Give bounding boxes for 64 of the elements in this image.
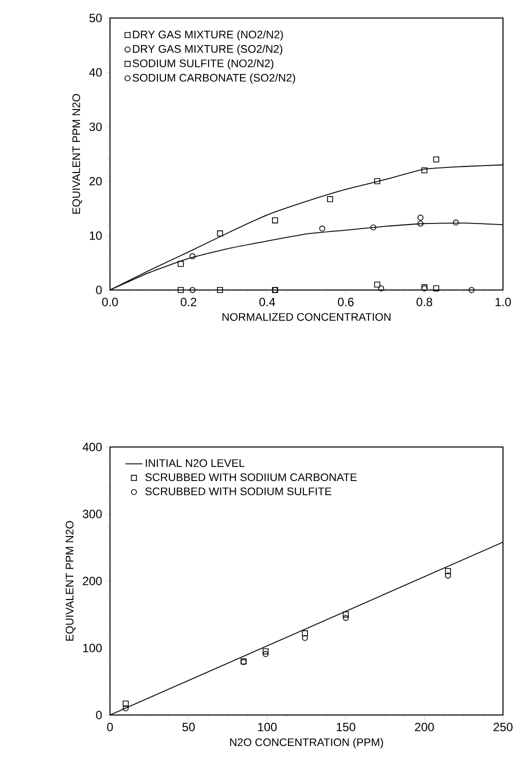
point xyxy=(272,217,278,224)
point xyxy=(326,196,333,202)
y-tick-label: 30 xyxy=(89,122,102,132)
x-tick-label: 0.8 xyxy=(416,298,432,306)
point xyxy=(302,634,308,641)
point xyxy=(189,287,196,293)
x-tick-label: 0.4 xyxy=(259,298,276,306)
y-tick-label: 0 xyxy=(96,710,102,720)
y-tick-label: 100 xyxy=(83,644,102,652)
legend-label: SCRUBBED WITH SODIUM SULFITE xyxy=(145,487,332,496)
y-axis-title: EQUIVALENT PPM N2O xyxy=(66,521,76,641)
point xyxy=(378,285,384,292)
point xyxy=(262,648,268,654)
x-tick-label: 50 xyxy=(182,722,195,732)
point xyxy=(433,285,440,292)
y-axis-title: EQUIVALENT PPM N2O xyxy=(72,94,82,214)
point xyxy=(444,572,451,579)
x-tick-label: 0 xyxy=(107,722,113,732)
x-tick-label: 200 xyxy=(414,722,434,732)
x-tick-label: 100 xyxy=(258,722,277,732)
point xyxy=(417,214,424,221)
x-axis-title: N2O CONCENTRATION (PPM) xyxy=(230,738,383,748)
y-tick-label: 40 xyxy=(89,68,102,77)
point xyxy=(468,287,474,293)
x-tick-label: 0.2 xyxy=(180,298,196,306)
point xyxy=(433,156,440,162)
point xyxy=(216,287,223,293)
point xyxy=(262,651,268,658)
point xyxy=(421,167,428,174)
x-tick-label: 0.0 xyxy=(102,298,118,306)
point xyxy=(189,253,196,260)
x-axis-title: NORMALIZED CONCENTRATION xyxy=(222,313,390,321)
legend-label: DRY GAS MIXTURE (SO2/N2) xyxy=(132,44,282,55)
point xyxy=(370,224,376,230)
y-tick-label: 0 xyxy=(96,286,102,294)
legend-label: INITIAL N2O LEVEL xyxy=(146,459,244,467)
point xyxy=(342,612,349,618)
y-tick-label: 10 xyxy=(90,231,102,240)
point xyxy=(374,178,380,184)
point xyxy=(417,220,424,227)
point xyxy=(342,614,349,621)
point xyxy=(122,700,129,707)
legend-label: SCRUBBED WITH SODIIUM CARBONATE xyxy=(145,473,357,482)
point xyxy=(319,226,326,232)
x-tick-label: 0.6 xyxy=(338,298,354,306)
point xyxy=(178,287,184,293)
y-tick-label: 20 xyxy=(89,176,102,186)
legend-label: SODIUM CARBONATE (SO2/N2) xyxy=(132,74,295,84)
x-tick-label: 250 xyxy=(493,722,512,732)
legend-label: DRY GAS MIXTURE (NO2/N2) xyxy=(132,30,283,41)
y-tick-label: 50 xyxy=(89,14,102,22)
point xyxy=(444,568,451,574)
y-tick-label: 200 xyxy=(82,576,102,586)
point xyxy=(302,630,308,636)
x-tick-label: 150 xyxy=(336,722,356,732)
y-tick-label: 400 xyxy=(82,442,102,452)
legend-label: SODIUM SULFITE (NO2/N2) xyxy=(132,59,274,70)
y-tick-label: 300 xyxy=(82,510,102,518)
point xyxy=(216,230,223,236)
point xyxy=(452,220,459,226)
point xyxy=(122,705,129,712)
point xyxy=(374,282,380,288)
x-tick-label: 1.0 xyxy=(495,298,511,306)
point xyxy=(178,260,184,267)
